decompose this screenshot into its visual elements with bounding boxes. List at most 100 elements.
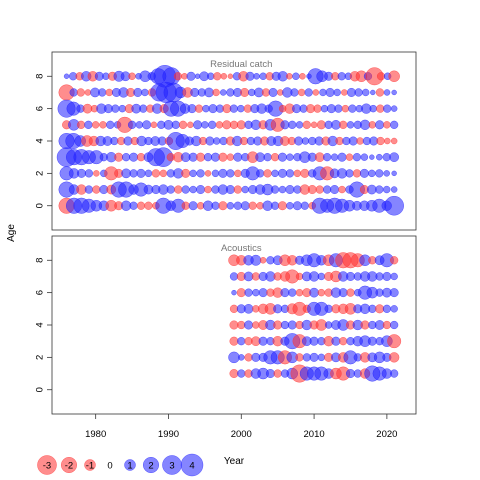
residual-bubble <box>317 288 326 297</box>
residual-bubble <box>352 153 362 162</box>
residual-bubble <box>136 201 146 210</box>
bubbles-layer <box>56 65 404 383</box>
residual-bubble <box>129 152 139 162</box>
residual-bubble <box>346 288 355 297</box>
residual-bubble <box>271 169 279 178</box>
residual-bubble <box>244 288 253 297</box>
residual-bubble <box>248 201 257 210</box>
residual-bubble <box>382 320 392 330</box>
y-tick-label: 4 <box>35 322 46 327</box>
residual-bubble <box>106 120 115 129</box>
residual-bubble <box>300 201 309 210</box>
legend-bubble <box>124 459 136 471</box>
residual-bubble <box>390 120 399 129</box>
residual-bubble <box>295 353 304 362</box>
residual-bubble <box>229 272 239 281</box>
residual-bubble <box>295 288 304 297</box>
residual-bubble <box>245 71 255 81</box>
residual-bubble <box>226 169 235 178</box>
y-tick-label: 4 <box>35 138 46 143</box>
residual-bubble <box>144 169 153 178</box>
residual-bubble <box>359 168 369 178</box>
residual-bubble <box>233 152 243 162</box>
x-tick-label: 2000 <box>231 429 252 440</box>
residual-bubble <box>290 88 299 97</box>
y-tick-label: 6 <box>35 106 46 111</box>
residual-bubble <box>193 120 203 130</box>
legend-label: 1 <box>127 461 132 472</box>
residual-bubble <box>387 334 402 349</box>
residual-bubble <box>273 369 282 378</box>
residual-bubble <box>263 153 272 162</box>
residual-bubble <box>229 120 239 129</box>
residual-bubble <box>99 121 107 129</box>
residual-bubble <box>189 185 197 194</box>
legend-label: 0 <box>107 461 112 472</box>
residual-bubble <box>376 153 383 161</box>
residual-bubble <box>226 153 235 161</box>
residual-bubble <box>300 168 310 178</box>
residual-bubble <box>229 336 239 346</box>
residual-bubble <box>384 137 391 145</box>
residual-bubble <box>127 120 137 129</box>
residual-bubble <box>92 185 101 194</box>
residual-bubble <box>211 201 220 210</box>
residual-bubble <box>203 153 213 162</box>
residual-bubble <box>278 185 287 194</box>
residual-bubble <box>360 153 369 161</box>
residual-bubble <box>229 304 239 313</box>
residual-bubble <box>118 104 127 113</box>
residual-bubble <box>212 137 221 145</box>
residual-bubble <box>323 153 332 162</box>
residual-bubble <box>391 89 397 96</box>
residual-bubble <box>345 369 355 379</box>
residual-bubble <box>317 353 326 362</box>
residual-bubble <box>295 121 304 129</box>
legend-label: -3 <box>43 461 51 472</box>
residual-bubble <box>390 105 398 112</box>
residual-bubble <box>390 320 399 330</box>
residual-bubble <box>237 369 246 378</box>
residual-bubble <box>220 73 228 80</box>
residual-bubble <box>390 256 399 265</box>
y-tick-label: 2 <box>35 355 46 360</box>
residual-bubble <box>196 185 206 195</box>
residual-bubble <box>280 288 290 298</box>
residual-bubble <box>84 185 94 194</box>
residual-bubble <box>189 169 197 178</box>
residual-bubble <box>352 169 362 178</box>
residual-bubble <box>181 168 191 178</box>
residual-bubble <box>139 104 148 113</box>
residual-bubble <box>308 271 320 282</box>
residual-bubble <box>286 73 293 80</box>
residual-bubble <box>215 121 224 129</box>
legend-label: 3 <box>169 461 174 472</box>
residual-bubble <box>389 152 400 163</box>
residual-bubble <box>93 170 100 177</box>
residual-bubble <box>219 89 227 96</box>
x-tick-label: 2020 <box>376 429 397 440</box>
residual-bubble <box>258 336 268 346</box>
residual-bubble <box>324 304 333 313</box>
residual-bubble <box>144 201 153 210</box>
residual-bubble <box>382 271 392 281</box>
residual-bubble <box>331 336 341 346</box>
residual-bubble <box>277 168 287 178</box>
residual-bubble <box>376 72 386 81</box>
residual-bubble <box>270 201 280 210</box>
legend-bubble <box>37 455 57 475</box>
residual-bubble <box>244 353 253 362</box>
residual-bubble <box>314 152 325 163</box>
residual-bubble <box>136 168 146 178</box>
residual-bubble <box>309 336 319 346</box>
residual-bubble <box>384 195 404 216</box>
legend-bubble <box>84 459 96 471</box>
residual-bubble <box>302 120 311 129</box>
residual-bubble <box>297 88 306 97</box>
axes-layer: Residual catch 0 2 4 6 8 Acoustics 0 2 4 6 8 1980 199… <box>35 59 398 440</box>
residual-bubble <box>286 153 294 161</box>
legend-label: 4 <box>189 461 194 472</box>
residual-bubble <box>244 320 254 330</box>
residual-bubble <box>238 354 245 361</box>
residual-bubble <box>121 153 131 162</box>
